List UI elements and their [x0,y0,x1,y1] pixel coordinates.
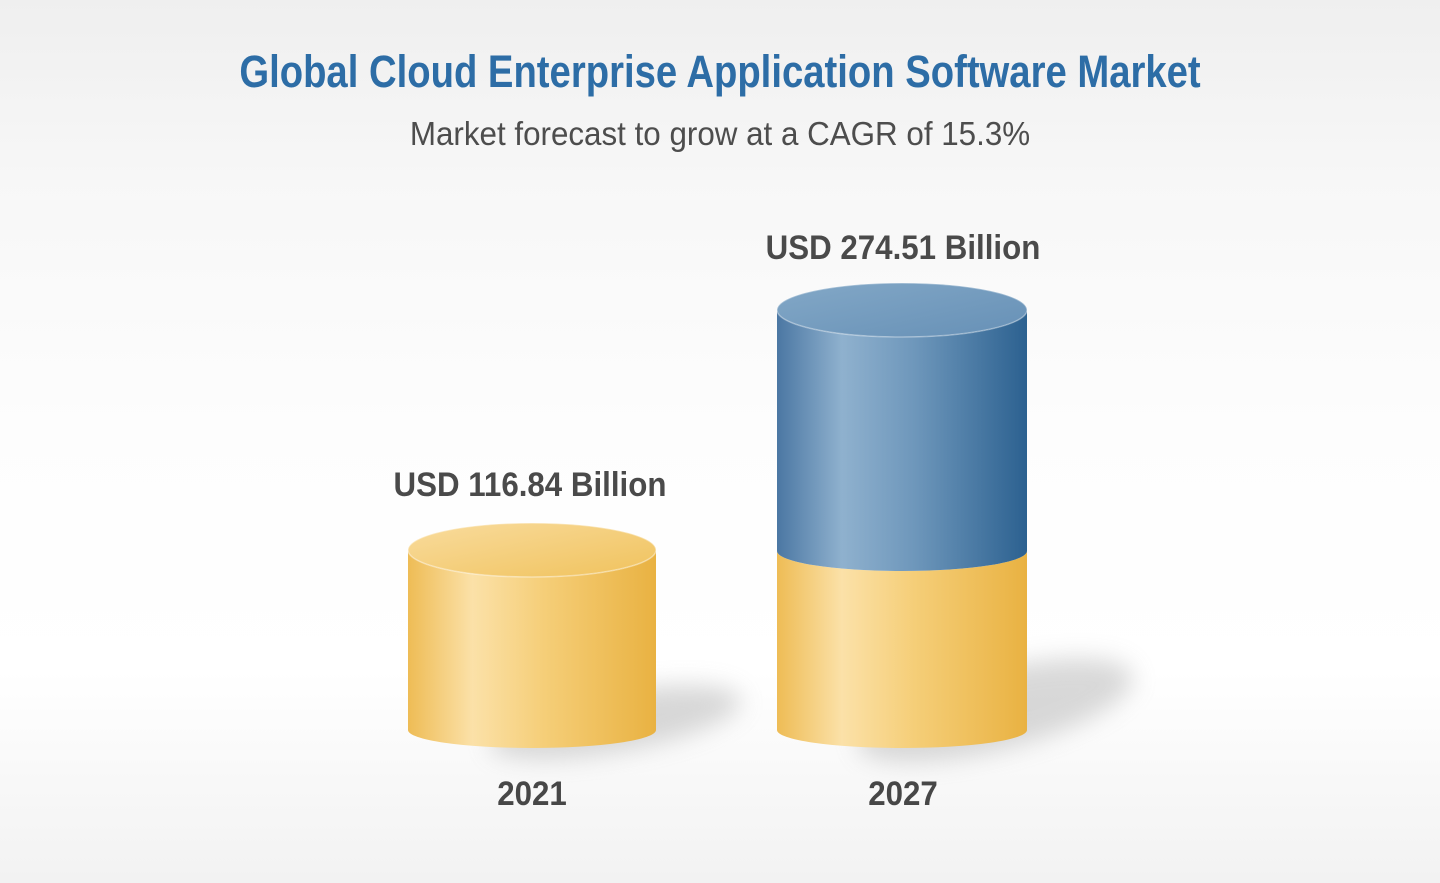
value-label-2027: USD 274.51 Billion [765,229,1041,267]
axis-label-2027: 2027 [868,775,938,813]
bar-2027-growth-body [777,310,1027,571]
bar-2021-top [407,522,657,578]
bar-2027-top [776,282,1028,338]
bar-2021-body [408,550,656,748]
bar-2027-base-body [777,551,1027,748]
value-label-2021: USD 116.84 Billion [393,466,667,504]
axis-label-2021: 2021 [497,775,567,813]
chart-title: Global Cloud Enterprise Application Soft… [239,46,1201,97]
chart-subtitle: Market forecast to grow at a CAGR of 15.… [409,115,1031,152]
